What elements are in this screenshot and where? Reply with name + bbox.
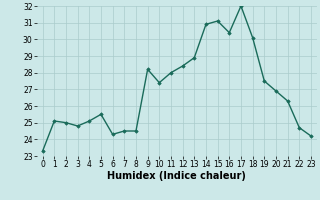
X-axis label: Humidex (Indice chaleur): Humidex (Indice chaleur): [108, 171, 246, 181]
